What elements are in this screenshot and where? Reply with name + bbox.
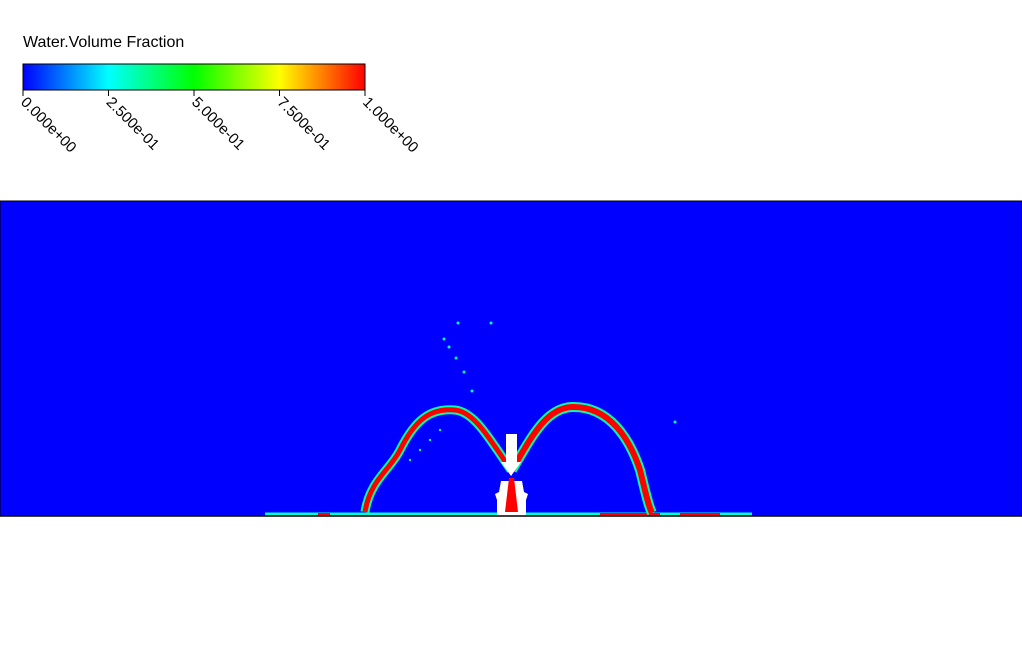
colorbar-tick-label: 1.000e+00 (359, 94, 421, 156)
legend-title: Water.Volume Fraction (23, 34, 185, 51)
left-water-arch (360, 405, 515, 513)
colorbar-tick-label: 5.000e-01 (188, 94, 248, 154)
colorbar-tick-label: 2.500e-01 (103, 94, 163, 154)
droplets (408, 321, 677, 462)
colorbar (22, 63, 366, 91)
colorbar-tick-label: 7.500e-01 (274, 94, 334, 154)
right-water-arch (507, 401, 657, 516)
colorbar-tick-label: 0.000e+00 (17, 94, 79, 156)
nozzle-body (495, 434, 528, 516)
